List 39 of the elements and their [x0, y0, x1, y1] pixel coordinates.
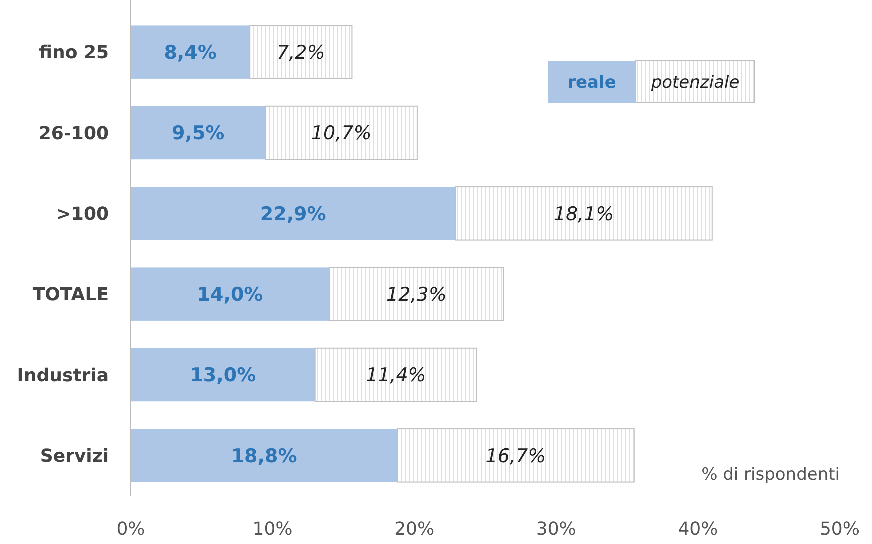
bar — [131, 268, 330, 321]
annotation: % di rispondenti — [702, 465, 840, 485]
data-label: 16,7% — [486, 445, 546, 468]
x-tick-label: 30% — [536, 519, 576, 540]
data-label: 12,3% — [386, 284, 447, 306]
y-tick-label: >100 — [56, 204, 109, 225]
x-tick-label: 20% — [394, 519, 435, 540]
bar — [397, 428, 635, 483]
x-tick-label: 50% — [820, 519, 860, 540]
data-label: 8,4% — [164, 42, 217, 64]
bar — [455, 186, 713, 241]
data-label: 13,0% — [190, 364, 256, 387]
bar — [131, 106, 266, 160]
y-tick-label: fino 25 — [39, 42, 109, 64]
y-tick-label: Industria — [17, 365, 109, 386]
bar — [131, 187, 456, 240]
data-label: 22,9% — [260, 203, 326, 226]
text: reale — [568, 72, 616, 93]
bar — [250, 25, 353, 80]
data-label: 9,5% — [172, 122, 225, 145]
data-label: 10,7% — [311, 122, 372, 145]
data-label: 18,8% — [231, 445, 298, 468]
y-tick-label: 26-100 — [38, 123, 109, 144]
x-tick-label: 0% — [116, 519, 146, 540]
data-label: 11,4% — [366, 364, 426, 387]
data-label: 14,0% — [197, 284, 264, 306]
bar — [131, 26, 250, 79]
bar — [131, 348, 316, 402]
data-label: 18,1% — [554, 203, 614, 226]
text: potenziale — [650, 72, 740, 93]
bar — [131, 429, 398, 482]
bar — [314, 348, 478, 402]
x-tick-label: 10% — [252, 519, 293, 540]
y-tick-label: TOTALE — [32, 284, 109, 306]
y-tick-label: Servizi — [40, 446, 109, 467]
x-tick-label: 40% — [678, 519, 718, 540]
bar — [265, 106, 418, 160]
data-label: 7,2% — [277, 42, 326, 64]
bar — [329, 267, 504, 322]
